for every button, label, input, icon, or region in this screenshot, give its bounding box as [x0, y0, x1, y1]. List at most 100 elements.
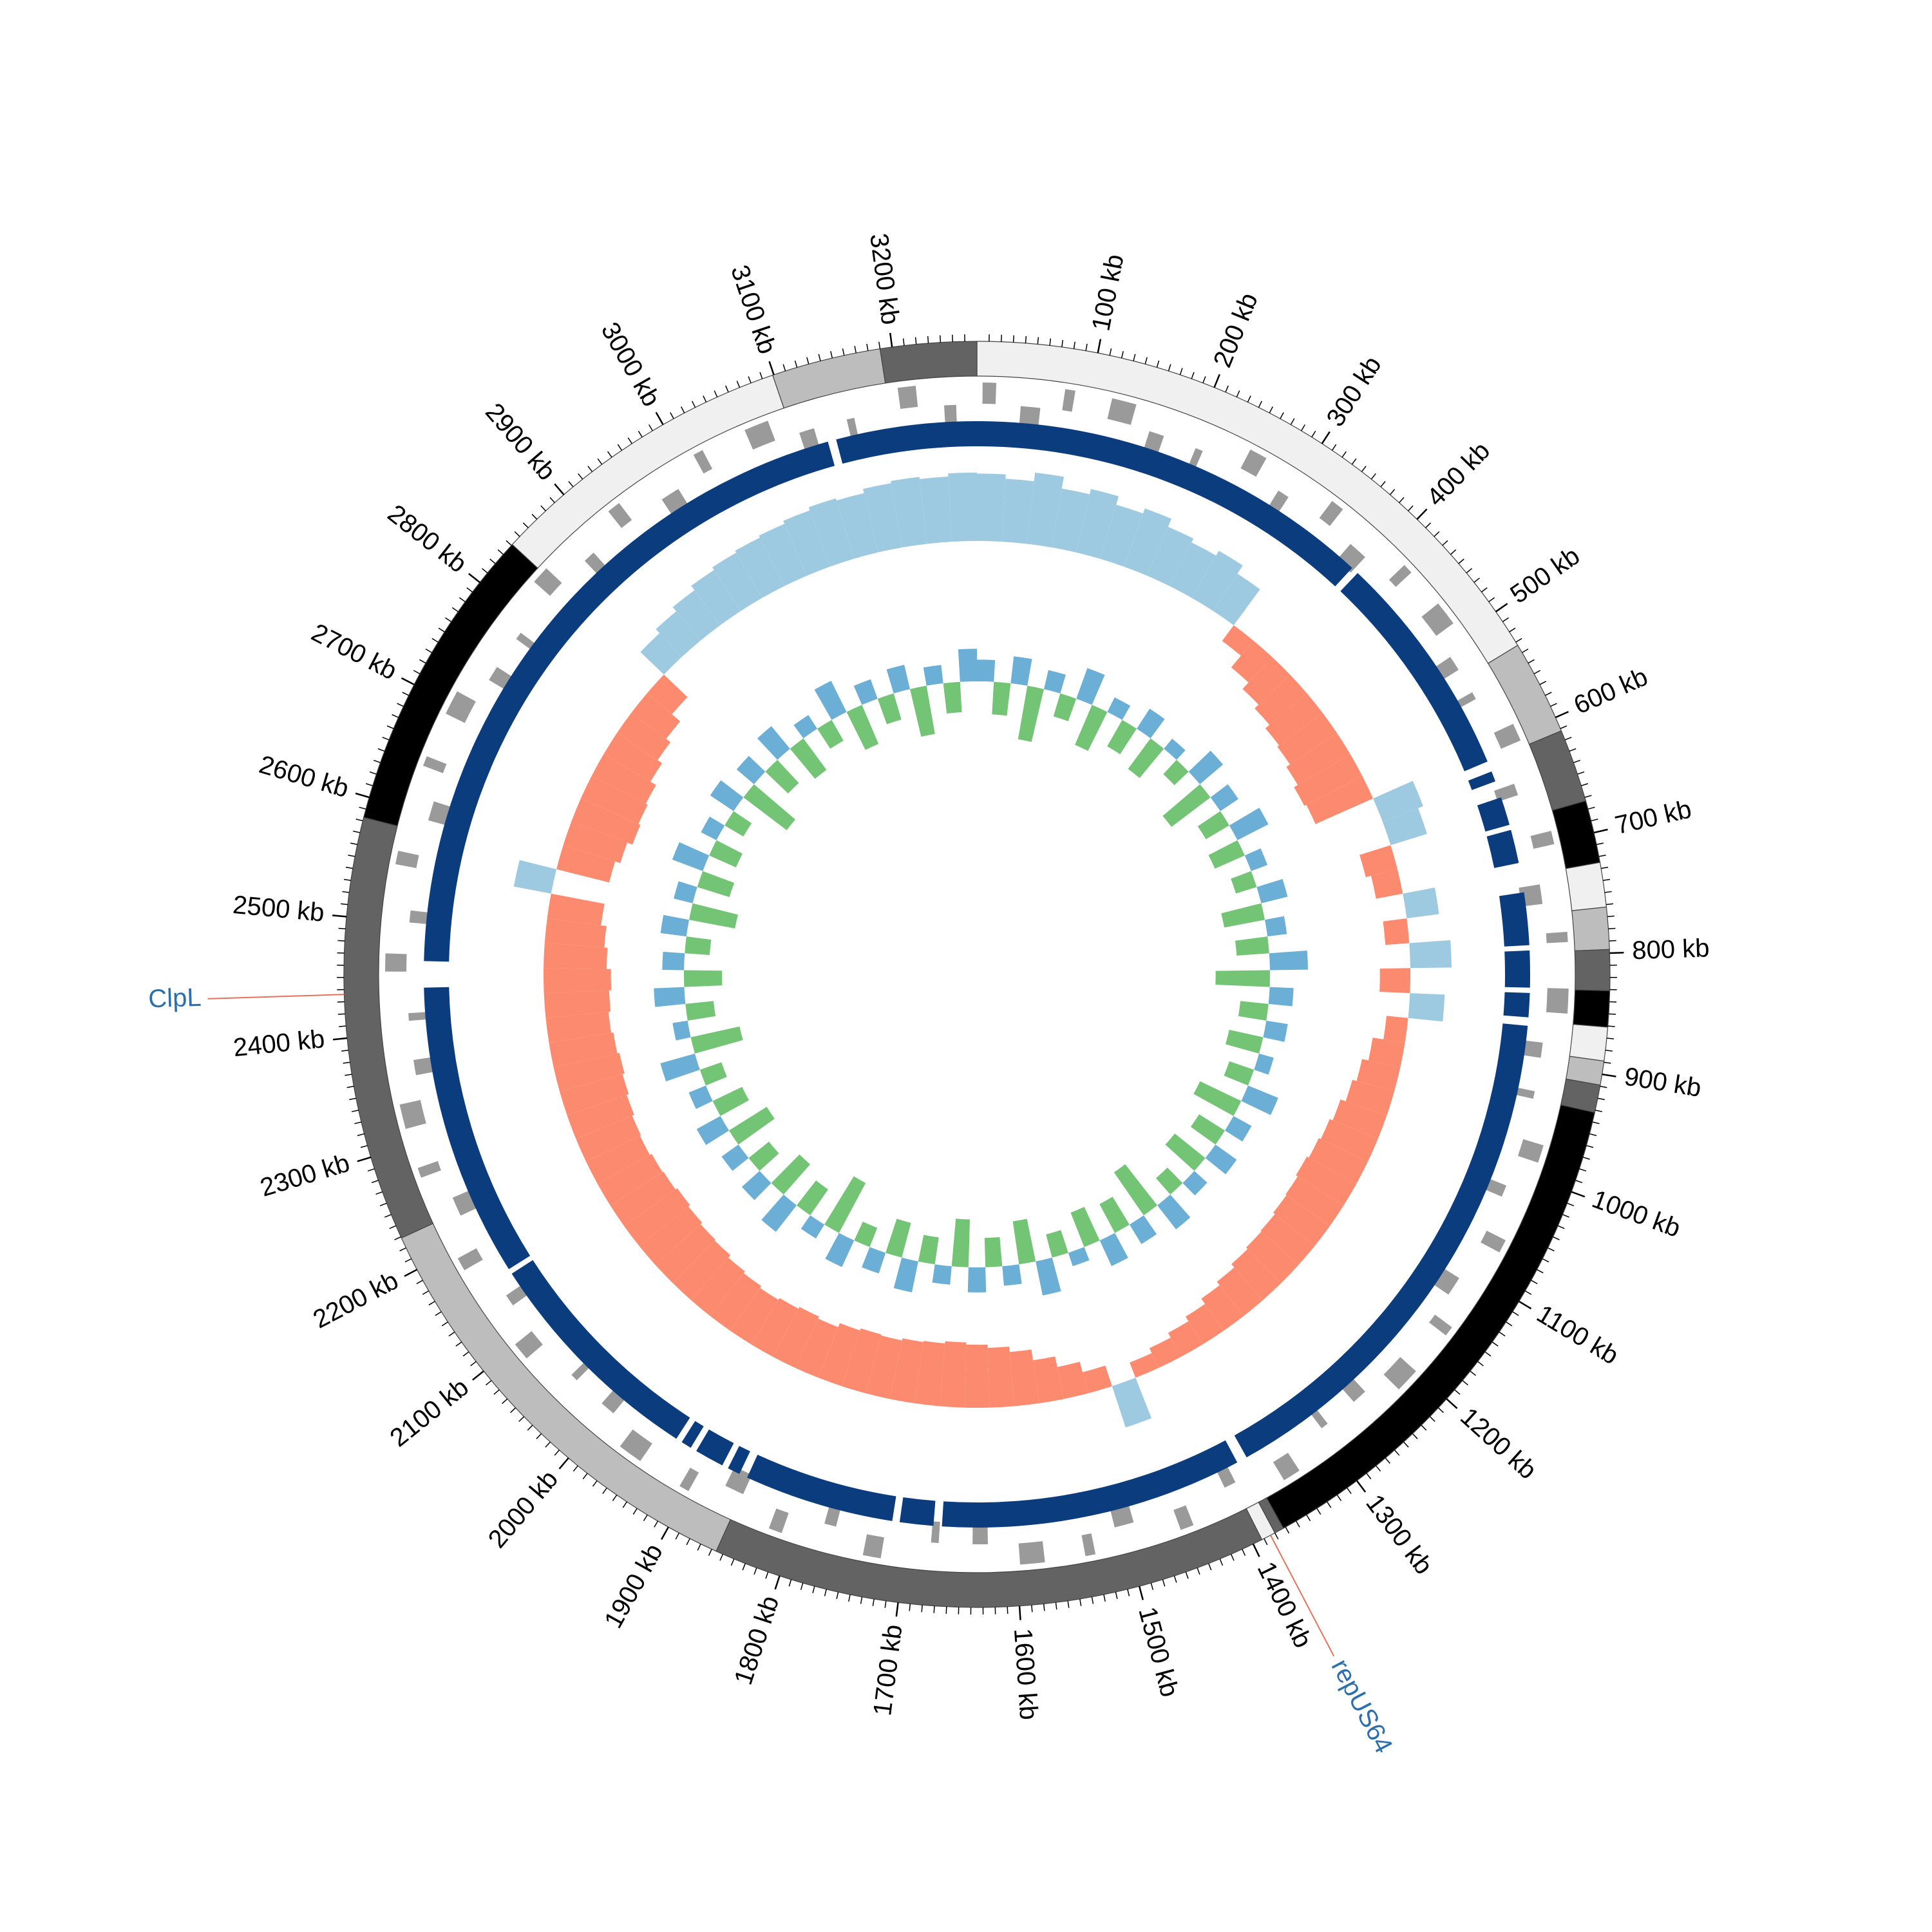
minor-tick: [714, 390, 718, 397]
gc-content-bar: [846, 705, 879, 750]
minor-tick: [1121, 351, 1124, 359]
minor-tick: [345, 1074, 352, 1076]
x-tick-label: 200 kb: [1208, 289, 1264, 372]
gc-content-bar: [1157, 1194, 1191, 1229]
minor-tick: [392, 714, 399, 718]
minor-tick: [1595, 1110, 1603, 1112]
gc-content-bar: [951, 1218, 971, 1267]
alignment-block: [1340, 573, 1488, 772]
contig-arc: [879, 341, 978, 384]
minor-tick: [448, 1331, 455, 1337]
minor-tick: [1311, 430, 1316, 438]
minor-tick: [1316, 1508, 1321, 1515]
gc-content-bar: [688, 1085, 713, 1109]
minor-tick: [1524, 1290, 1532, 1295]
major-tick: [332, 914, 347, 918]
alignment-block: [696, 1429, 734, 1466]
minor-tick: [345, 866, 353, 869]
minor-tick: [1285, 1526, 1290, 1534]
gene: [1018, 1541, 1045, 1565]
gene: [515, 1331, 543, 1359]
x-tick-label: 2100 kb: [384, 1373, 473, 1452]
gene: [1493, 783, 1519, 802]
gc-content-bar: [853, 679, 878, 705]
gc-skew-bar: [571, 798, 641, 845]
major-tick: [895, 1602, 899, 1617]
minor-tick: [725, 385, 729, 393]
minor-tick: [1454, 1389, 1461, 1395]
minor-tick: [1156, 360, 1160, 368]
gc-skew-bar: [544, 918, 607, 948]
gc-skew-bar: [866, 1335, 902, 1399]
x-tick-label: 900 kb: [1622, 1063, 1703, 1103]
minor-tick: [459, 597, 466, 603]
gc-content-bar: [1265, 916, 1287, 937]
gene: [1517, 1139, 1544, 1163]
minor-tick: [404, 1258, 412, 1263]
gc-skew-bar: [1027, 472, 1064, 548]
gc-skew-bar: [631, 693, 681, 739]
gc-skew-bar: [1130, 1353, 1159, 1378]
x-tick-label: 2000 kb: [483, 1465, 564, 1553]
minor-tick: [1336, 1494, 1342, 1501]
gc-content-bar: [761, 1194, 797, 1232]
gene: [725, 1466, 752, 1495]
minor-tick: [1582, 1157, 1590, 1160]
x-tick-label: 1100 kb: [1532, 1300, 1624, 1370]
gc-skew-bar: [1408, 993, 1445, 1022]
minor-tick: [466, 587, 473, 592]
gc-skew-bar: [1051, 488, 1090, 553]
minor-tick: [527, 1425, 533, 1431]
gene: [982, 383, 997, 404]
minor-tick: [587, 466, 593, 472]
x-tick-label: 2300 kb: [257, 1149, 353, 1202]
gc-skew-bar: [1265, 693, 1323, 746]
minor-tick: [1073, 341, 1075, 349]
minor-tick: [1394, 1450, 1400, 1456]
gene: [1062, 389, 1075, 412]
minor-tick: [1591, 819, 1598, 822]
x-tick-label: 1600 kb: [1009, 1627, 1043, 1721]
minor-tick: [486, 1380, 492, 1386]
gc-skew-bar: [617, 712, 671, 761]
gc-content-bar: [1018, 685, 1044, 743]
gc-skew-bar: [964, 1344, 990, 1408]
minor-tick: [1399, 497, 1405, 504]
minor-tick: [348, 855, 355, 857]
gc-content-bar: [862, 1247, 886, 1274]
gc-content-bar: [1208, 840, 1245, 869]
minor-tick: [1264, 1538, 1268, 1546]
minor-tick: [1202, 376, 1206, 384]
minor-tick: [878, 341, 881, 349]
minor-tick: [455, 1341, 462, 1347]
gc-content-bar: [765, 759, 799, 794]
minor-tick: [1598, 855, 1606, 857]
gc-skew-bar: [890, 1338, 924, 1404]
minor-tick: [377, 748, 385, 752]
gc-content-bar: [710, 780, 744, 811]
gene: [1240, 450, 1267, 477]
gc-content-bar: [757, 726, 790, 760]
minor-tick: [1562, 1214, 1569, 1218]
gc-skew-bar: [1213, 573, 1260, 625]
minor-tick: [1499, 1331, 1506, 1337]
minor-tick: [1236, 390, 1240, 397]
gc-content-bar: [1256, 878, 1288, 904]
gene: [446, 691, 476, 723]
gc-content-bar: [1238, 1001, 1269, 1021]
gene: [417, 1160, 441, 1178]
minor-tick: [692, 401, 696, 408]
minor-tick: [730, 1558, 735, 1566]
gene: [385, 953, 407, 972]
gc-skew-bar: [1149, 1338, 1181, 1368]
alignment-block: [424, 441, 835, 962]
annotation-leader: [1270, 1535, 1335, 1657]
minor-tick: [341, 1050, 349, 1052]
gene: [408, 1012, 430, 1021]
minor-tick: [470, 1361, 477, 1367]
minor-tick: [1587, 806, 1595, 810]
gc-skew-bar: [586, 1135, 650, 1184]
gc-content-bar: [1235, 936, 1269, 956]
contig-arc: [1551, 800, 1601, 869]
alignment-block: [1503, 992, 1530, 1018]
